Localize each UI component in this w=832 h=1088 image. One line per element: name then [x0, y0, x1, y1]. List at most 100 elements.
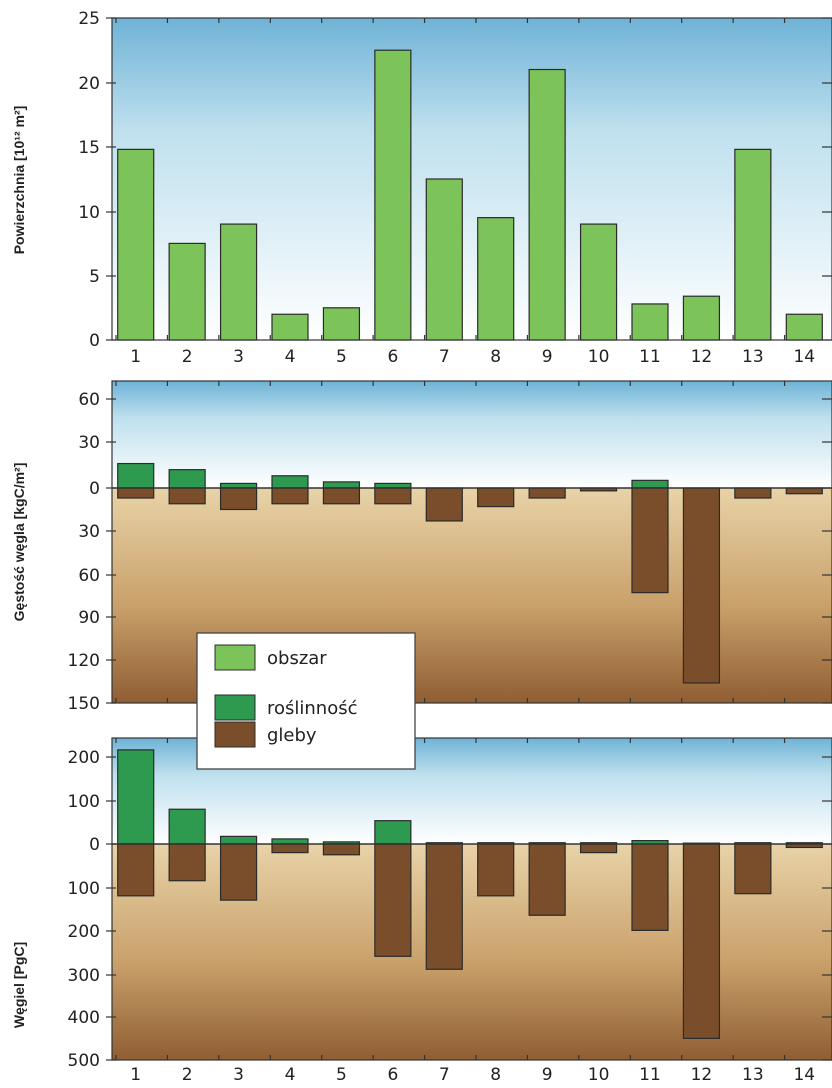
x-tick-label: 1 — [130, 347, 141, 367]
x-tick-label: 5 — [336, 1065, 347, 1085]
bar-b-2 — [168, 843, 206, 882]
y-tick-label: 5 — [89, 267, 100, 287]
bar-a-8 — [477, 217, 515, 341]
x-tick-label: 4 — [285, 1065, 296, 1085]
bar-a-11 — [631, 479, 669, 489]
plot-frame — [111, 737, 832, 1061]
sky-background — [112, 381, 832, 488]
x-tick-label: 4 — [285, 347, 296, 367]
bar-b-9 — [528, 843, 566, 916]
y-tick-label: 200 — [68, 922, 100, 942]
bar-a-2 — [168, 808, 206, 845]
bar-a-1 — [117, 749, 155, 845]
x-tick-label: 9 — [542, 347, 553, 367]
plot-frame — [111, 380, 832, 704]
y-tick-label: 60 — [78, 566, 100, 586]
y-axis-label: Gęstość węgla [kgC/m²] — [11, 463, 27, 622]
bar-b-4 — [271, 843, 309, 854]
bar-b-7 — [425, 487, 463, 522]
bar-a-4 — [271, 475, 309, 489]
y-tick-label: 500 — [68, 1051, 100, 1071]
x-tick-label: 11 — [639, 1065, 661, 1085]
y-tick-label: 0 — [89, 479, 100, 499]
x-tick-label: 2 — [182, 347, 193, 367]
x-tick-label: 10 — [588, 347, 610, 367]
y-tick-label: 20 — [78, 74, 100, 94]
bar-a-6 — [374, 49, 412, 341]
x-tick-label: 12 — [691, 1065, 713, 1085]
x-tick-label: 6 — [387, 347, 398, 367]
y-tick-label: 30 — [78, 433, 100, 453]
bar-a-3 — [219, 223, 258, 341]
legend-swatch-1 — [214, 644, 256, 671]
x-tick-label: 10 — [588, 1065, 610, 1085]
y-tick-label: 100 — [68, 879, 100, 899]
bar-b-1 — [117, 843, 155, 897]
y-tick-label: 25 — [78, 9, 100, 29]
bar-a-1 — [117, 148, 155, 341]
bar-a-5 — [322, 307, 361, 341]
y-tick-label: 120 — [68, 651, 100, 671]
y-tick-label: 0 — [89, 835, 100, 855]
y-tick-label: 15 — [78, 138, 100, 158]
legend-swatch-3 — [214, 721, 256, 748]
y-tick-label: 60 — [78, 390, 100, 410]
y-tick-label: 100 — [68, 792, 100, 812]
bar-b-5 — [322, 843, 361, 856]
bar-a-13 — [734, 148, 772, 341]
bar-a-12 — [682, 295, 721, 341]
y-tick-label: 300 — [68, 966, 100, 986]
bar-b-6 — [374, 843, 412, 957]
bar-a-4 — [271, 838, 309, 845]
bar-b-13 — [734, 487, 772, 499]
x-tick-label: 7 — [439, 347, 450, 367]
bar-b-7 — [425, 843, 463, 970]
legend: obszar roślinność gleby — [196, 632, 416, 770]
y-tick-label: 150 — [68, 694, 100, 714]
y-axis-label: Węgiel [PgC] — [11, 942, 27, 1028]
y-tick-label: 10 — [78, 203, 100, 223]
bar-b-11 — [631, 487, 669, 594]
x-tick-label: 6 — [387, 1065, 398, 1085]
bar-a-5 — [322, 481, 361, 489]
bar-b-3 — [219, 487, 258, 511]
y-tick-label: 400 — [68, 1008, 100, 1028]
bar-b-9 — [528, 487, 566, 499]
bar-a-14 — [785, 313, 823, 341]
bar-b-2 — [168, 487, 206, 505]
y-tick-label: 30 — [78, 522, 100, 542]
bar-b-8 — [477, 487, 515, 508]
bar-b-4 — [271, 487, 309, 505]
bar-a-1 — [117, 462, 155, 489]
y-tick-label: 0 — [89, 331, 100, 351]
bar-a-4 — [271, 313, 309, 341]
bar-a-3 — [219, 835, 258, 845]
bar-b-12 — [682, 487, 721, 684]
bar-b-12 — [682, 843, 721, 1039]
bar-a-11 — [631, 303, 669, 341]
legend-label-2: roślinność — [267, 698, 358, 719]
legend-label-1: obszar — [267, 648, 327, 669]
bar-a-7 — [425, 178, 463, 341]
x-tick-label: 5 — [336, 347, 347, 367]
bar-b-6 — [374, 487, 412, 505]
bar-a-6 — [374, 820, 412, 845]
x-tick-label: 14 — [793, 1065, 815, 1085]
x-tick-label: 8 — [490, 1065, 501, 1085]
bar-a-2 — [168, 469, 206, 489]
x-tick-label: 13 — [742, 1065, 764, 1085]
legend-label-3: gleby — [267, 725, 317, 746]
x-tick-label: 11 — [639, 347, 661, 367]
chart-panel-2: 60 30 0 30 60 90 120 150 Gęstość węgla [kgC/m²] — [11, 380, 832, 714]
y-tick-label: 200 — [68, 748, 100, 768]
bar-b-14 — [785, 487, 823, 495]
x-tick-label: 14 — [793, 347, 815, 367]
y-tick-label: 90 — [78, 608, 100, 628]
x-tick-label: 1 — [130, 1065, 141, 1085]
bar-b-8 — [477, 843, 515, 897]
bar-b-1 — [117, 487, 155, 499]
x-tick-label: 7 — [439, 1065, 450, 1085]
